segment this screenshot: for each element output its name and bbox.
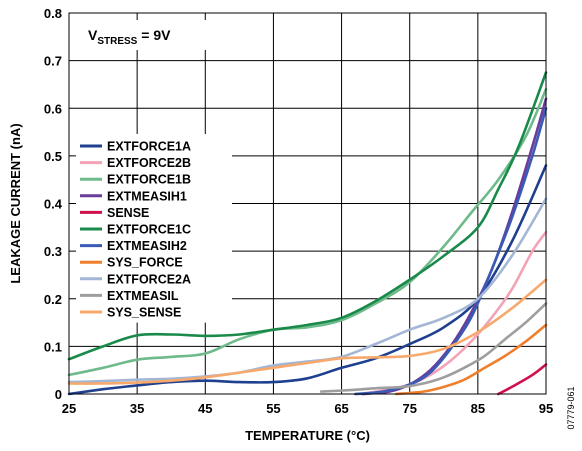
x-tick-label: 55 xyxy=(266,401,280,416)
figure-id: 07779-061 xyxy=(566,386,576,429)
y-tick-label: 0.7 xyxy=(44,54,62,69)
legend-label: EXTFORCE1A xyxy=(107,140,191,154)
series-layer xyxy=(67,71,548,396)
legend-label: SYS_FORCE xyxy=(107,256,183,270)
y-tick-label: 0.3 xyxy=(44,244,62,259)
series-line-extforce2a xyxy=(67,197,548,384)
series-line-extforce1c xyxy=(67,71,548,361)
legend-label: EXTFORCE1B xyxy=(107,173,191,187)
y-tick-label: 0.6 xyxy=(44,101,62,116)
legend-label: EXTFORCE1C xyxy=(107,223,191,237)
annotation-main: V xyxy=(88,27,98,43)
series-line-extforce1b xyxy=(67,87,548,377)
x-tick-label: 35 xyxy=(130,401,144,416)
legend: EXTFORCE1A EXTFORCE2B EXTFORCE1B EXTMEASIH1… xyxy=(80,140,191,320)
y-tick-label: 0.8 xyxy=(44,6,62,21)
series-line-sense xyxy=(497,363,548,396)
y-axis-label: LEAKAGE CURRENT (nA) xyxy=(8,123,23,283)
legend-label: EXTMEASIH1 xyxy=(107,189,187,203)
legend-label: SYS_SENSE xyxy=(107,306,181,320)
y-tick-label: 0.5 xyxy=(44,149,62,164)
y-tick-label: 0.1 xyxy=(44,339,62,354)
legend-label: EXTMEASIL xyxy=(107,289,179,303)
x-tick-label: 25 xyxy=(62,401,76,416)
plot-frame xyxy=(68,12,547,395)
annotation-subscript: STRESS xyxy=(97,36,137,47)
legend-label: SENSE xyxy=(107,206,149,220)
tick-labels: 25 35 45 55 65 75 85 95 0 0.1 0.2 0.3 0.4 0.5 0.6 0.7 0.… xyxy=(44,6,553,416)
legend-label: EXTMEASIH2 xyxy=(107,239,187,253)
series-line-sys-force xyxy=(394,323,548,396)
x-tick-label: 85 xyxy=(471,401,485,416)
legend-label: EXTFORCE2B xyxy=(107,156,191,170)
x-tick-label: 95 xyxy=(539,401,553,416)
y-tick-label: 0.2 xyxy=(44,292,62,307)
annotation-rest: = 9V xyxy=(137,27,171,43)
legend-label: EXTFORCE2A xyxy=(107,272,191,286)
x-tick-label: 45 xyxy=(198,401,212,416)
stress-voltage-annotation: VSTRESS = 9V xyxy=(88,27,171,47)
y-tick-label: 0.4 xyxy=(44,197,63,212)
x-tick-label: 65 xyxy=(334,401,348,416)
y-tick-label: 0 xyxy=(55,387,62,402)
x-axis-label: TEMPERATURE (°C) xyxy=(245,428,370,443)
series-line-extmeasil xyxy=(319,302,548,393)
annotation-background xyxy=(82,20,210,50)
x-tick-label: 75 xyxy=(402,401,416,416)
series-line-sys-sense xyxy=(67,278,548,385)
